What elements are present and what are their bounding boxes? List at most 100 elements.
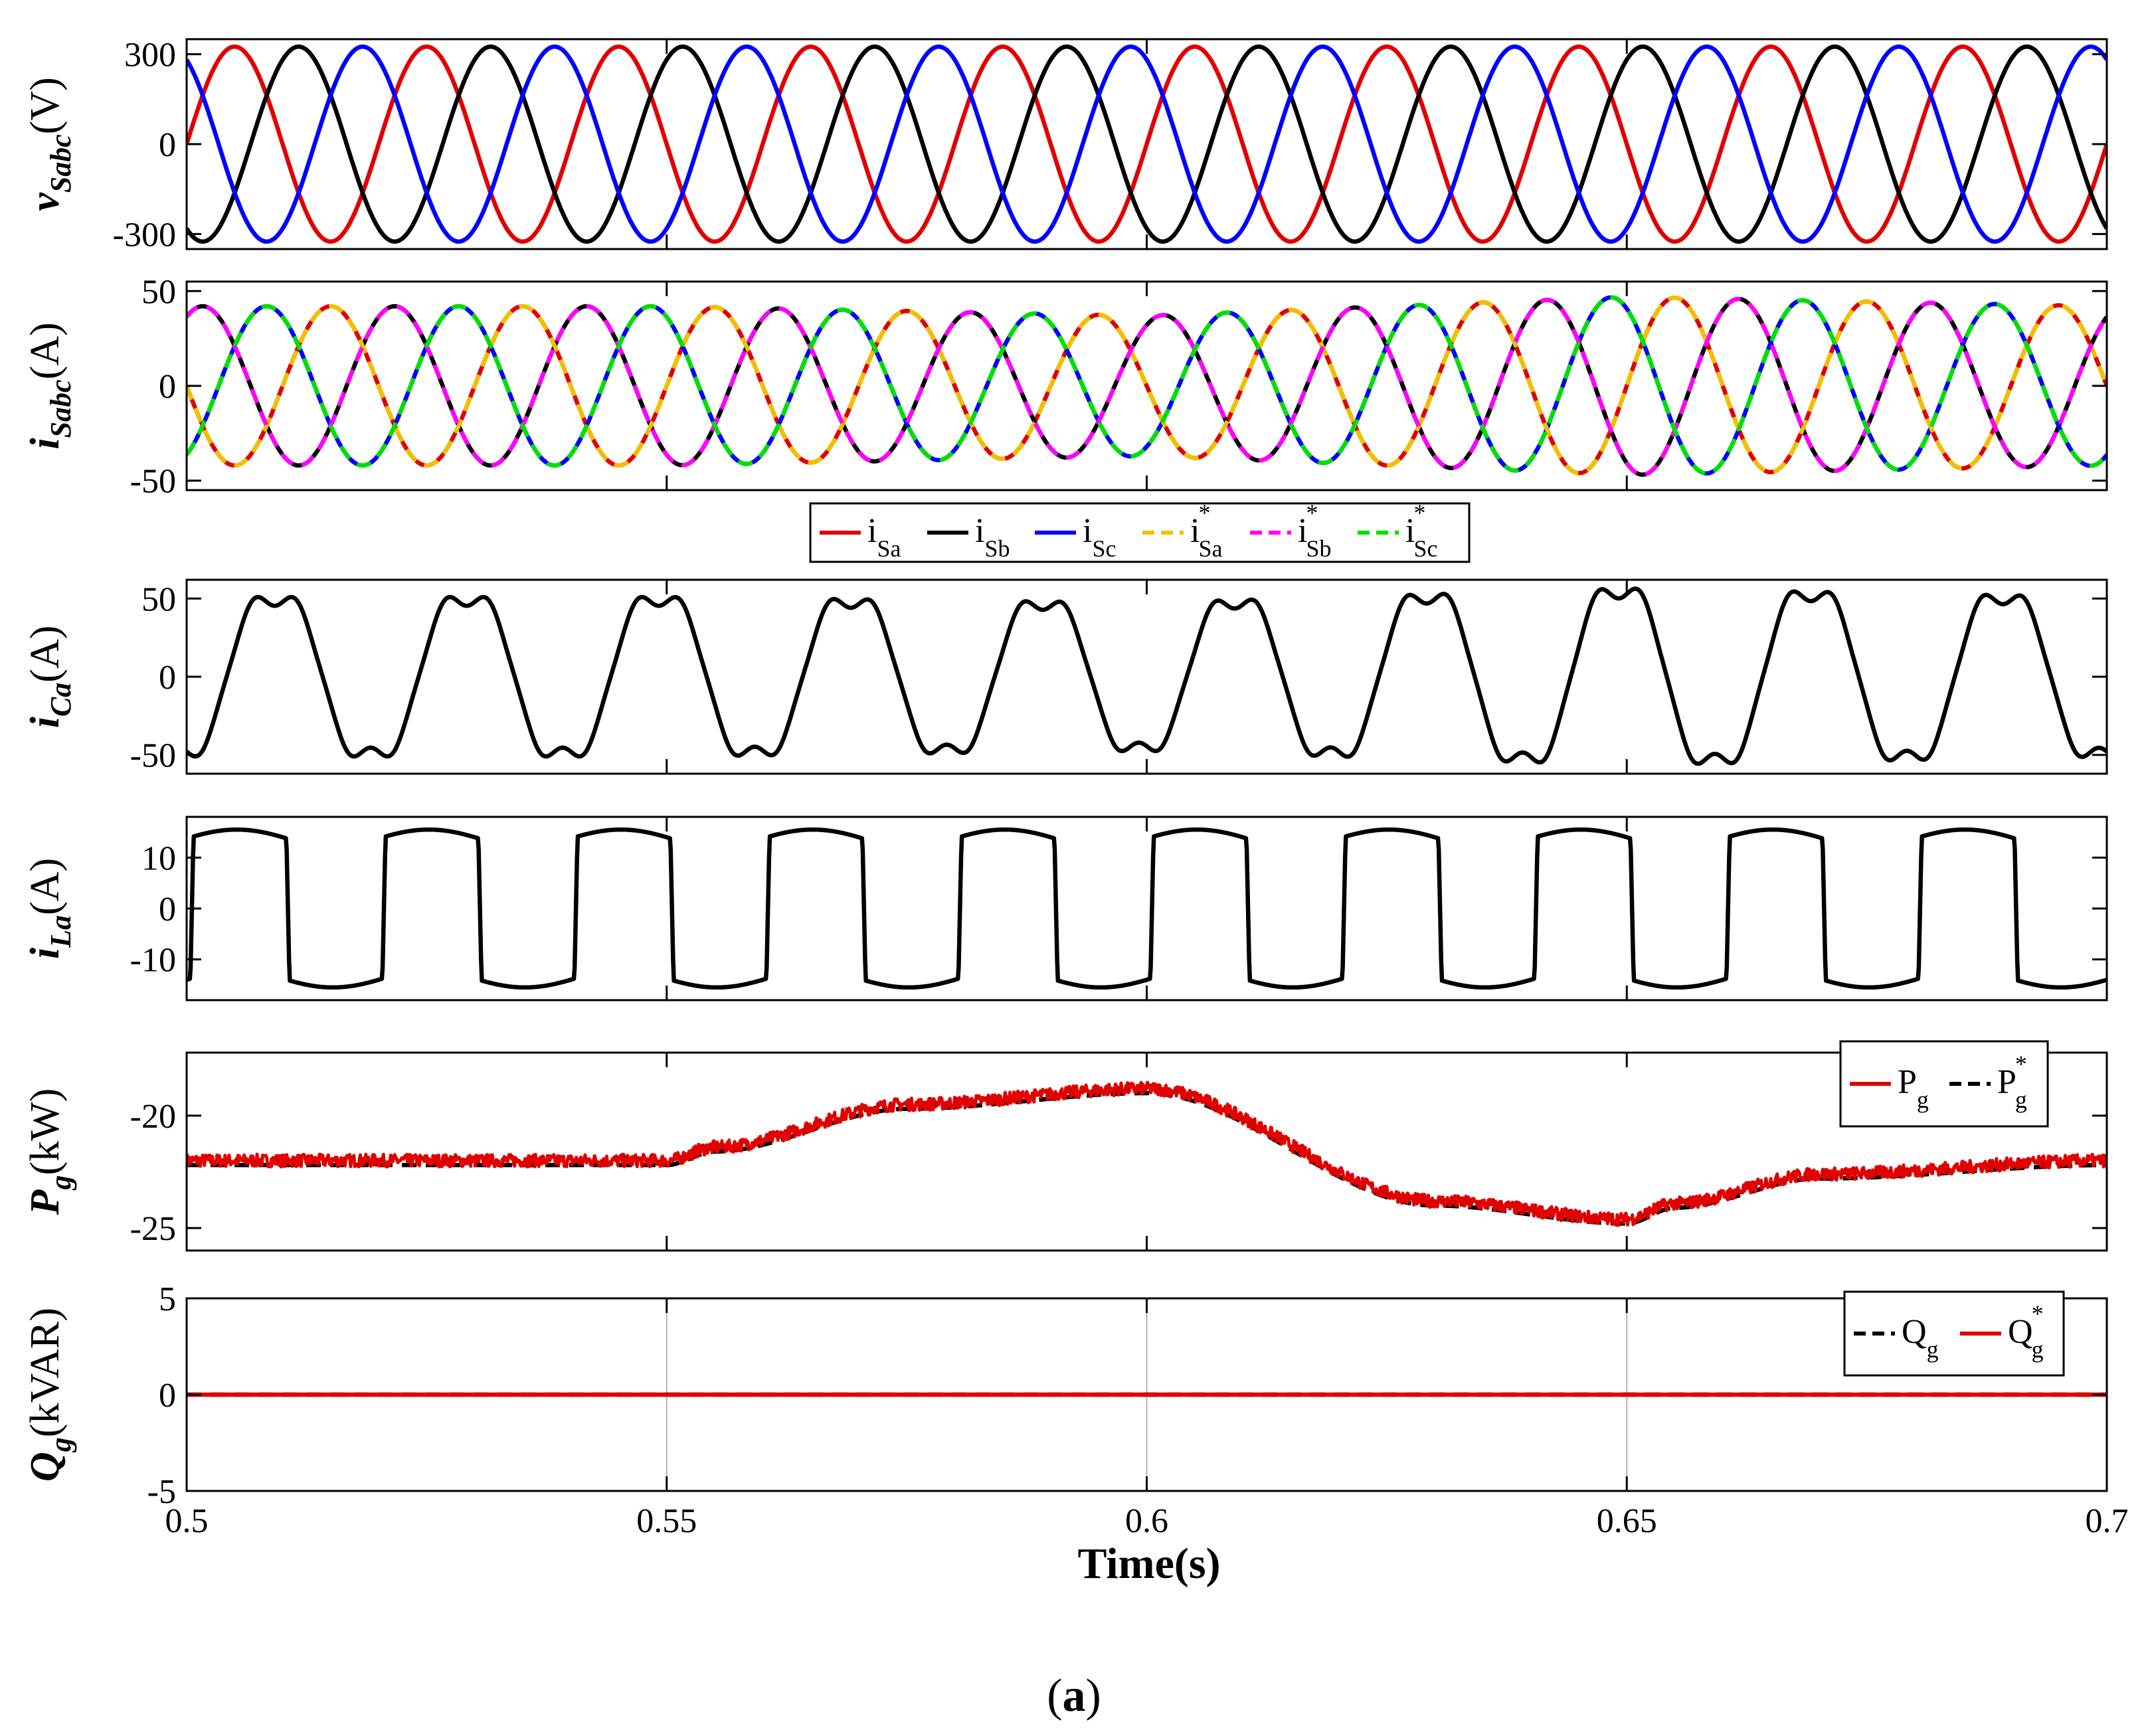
- legend-sub: g: [2015, 1086, 2027, 1113]
- series-line-1: [187, 44, 2107, 244]
- series-group: [187, 44, 2107, 244]
- legend-label: P* g: [1997, 1051, 2027, 1113]
- legend-label: Qg: [1902, 1313, 1939, 1363]
- series-line-3: [187, 44, 2107, 244]
- legend-name: i: [1083, 512, 1092, 550]
- x-tick-label: 0.65: [1597, 1502, 1657, 1540]
- axes-frame: [185, 816, 2108, 1001]
- y-tick-label: 300: [124, 37, 176, 74]
- y-tick-label: -300: [113, 216, 176, 254]
- y-axis-label: iLa(A): [23, 858, 77, 959]
- panel-2: 50 0 -50 iSabc(A): [23, 273, 2108, 501]
- y-tick-label: 0: [159, 891, 176, 928]
- legend-label: iSb: [975, 512, 1010, 562]
- y-label-unit: (A): [23, 858, 68, 915]
- series-group: [187, 295, 2107, 477]
- legend-sub: Sb: [1306, 535, 1331, 562]
- panel-1: 300 0 -300 vSabc(V): [23, 37, 2108, 254]
- y-label-sub: Sabc: [45, 134, 77, 193]
- legend-label: i* Sa: [1190, 499, 1222, 562]
- legend-star: *: [1306, 499, 1318, 526]
- series-line-1: [187, 586, 2107, 766]
- y-label-main: i: [23, 717, 68, 728]
- legend-star: *: [1198, 499, 1210, 526]
- series-group: [187, 1081, 2107, 1227]
- legend-sub: Sa: [877, 535, 901, 562]
- y-label-unit: (A): [23, 626, 68, 683]
- y-tick-label: 0: [159, 659, 176, 697]
- y-label-unit: (A): [23, 322, 68, 379]
- series-line-6: [187, 295, 2107, 476]
- legend-sub: Sc: [1413, 535, 1437, 562]
- legend-sub: g: [2032, 1336, 2044, 1363]
- legend-name: Q: [1902, 1313, 1927, 1351]
- legend-active-power: Pg P* g: [1839, 1040, 2049, 1128]
- y-tick-label: 0: [159, 368, 176, 406]
- series-line-2: [187, 1090, 2107, 1226]
- x-tick-label: 0.6: [1125, 1502, 1168, 1540]
- legend-label: Pg: [1898, 1063, 1929, 1113]
- series-line-2: [187, 44, 2107, 244]
- y-label-sub: La: [45, 915, 77, 948]
- y-tick-label: -50: [130, 737, 176, 775]
- y-label-main: v: [23, 192, 68, 211]
- series-group: [187, 827, 2107, 990]
- series-line-2: [187, 296, 2107, 477]
- y-label-main: P: [23, 1189, 68, 1215]
- series-line-1: [187, 827, 2107, 990]
- y-label-sub: Ca: [45, 683, 77, 717]
- x-tick-label: 0.7: [2086, 1502, 2129, 1540]
- panel-4: 10 0 -10 iLa(A): [23, 816, 2108, 1001]
- y-axis-label: vSabc(V): [23, 77, 77, 211]
- panel-6: 50-50.5 0.55 0.6 0.65 0.7Qg(kVAR): [23, 1280, 2129, 1540]
- legend-sub: Sc: [1092, 535, 1116, 562]
- y-label-unit: (V): [23, 77, 68, 134]
- legend-label: i* Sb: [1298, 499, 1331, 562]
- legend-label: iSc: [1083, 512, 1116, 562]
- x-axis-label: Time(s): [1077, 1539, 1220, 1588]
- legend-sub: g: [1927, 1336, 1939, 1363]
- y-label-unit: (kW): [23, 1088, 68, 1175]
- panel-3: 50 0 -50 iCa(A): [23, 578, 2108, 775]
- y-axis-label: iSabc(A): [23, 322, 77, 449]
- y-label-sub: g: [45, 1175, 77, 1190]
- legend-name: P: [1997, 1063, 2016, 1101]
- legend-reactive-power: Qg Q* g: [1843, 1290, 2065, 1377]
- y-label-sub: g: [45, 1437, 77, 1452]
- y-tick-label: 0: [159, 126, 176, 164]
- figure-caption: (a): [1047, 1670, 1101, 1721]
- series-line-1: [187, 1081, 2107, 1227]
- y-tick-label: -10: [130, 942, 176, 980]
- y-label-main: i: [23, 948, 68, 959]
- legend-name: Q: [2008, 1313, 2033, 1351]
- legend-sub: Sa: [1198, 535, 1222, 562]
- legend-sub: Sb: [984, 535, 1010, 562]
- y-axis-label: Qg(kVAR): [23, 1308, 77, 1482]
- y-tick-label: 0: [159, 1377, 176, 1415]
- legend-label: i* Sc: [1405, 499, 1437, 562]
- legend-currents: iSa iSb iSc i* Sa i* Sb i* Sc: [809, 499, 1471, 563]
- y-tick-label: 50: [141, 273, 176, 311]
- y-label-sub: Sabc: [45, 379, 77, 438]
- legend-name: i: [1190, 512, 1200, 550]
- series-line-4: [187, 296, 2107, 476]
- legend-sub: g: [1917, 1086, 1929, 1113]
- y-tick-label: -25: [130, 1210, 176, 1248]
- legend-star: *: [2032, 1300, 2044, 1327]
- x-tick-label: 0.55: [636, 1502, 697, 1540]
- y-tick-label: -5: [147, 1473, 176, 1511]
- legend-star: *: [1413, 499, 1425, 526]
- y-tick-label: 10: [141, 839, 176, 877]
- y-label-unit: (kVAR): [23, 1308, 68, 1437]
- x-tick-label: 0.5: [165, 1502, 209, 1540]
- y-tick-label: -50: [130, 463, 176, 501]
- legend-name: i: [975, 512, 984, 550]
- y-label-main: Q: [23, 1452, 68, 1482]
- legend-name: i: [1298, 512, 1307, 550]
- legend-star: *: [2015, 1051, 2027, 1077]
- y-axis-label: iCa(A): [23, 626, 77, 729]
- legend-label: iSa: [867, 512, 901, 562]
- y-tick-label: 50: [141, 580, 176, 618]
